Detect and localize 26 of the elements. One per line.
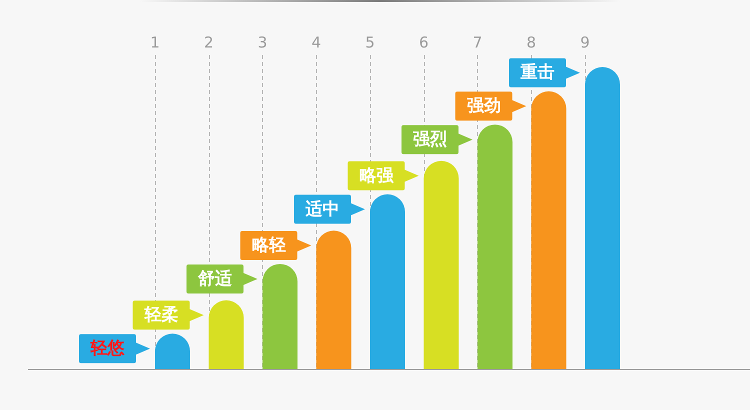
bar	[478, 124, 512, 370]
x-tick-label: 4	[311, 34, 322, 52]
bar	[585, 67, 620, 370]
text: 轻悠	[90, 338, 126, 359]
x-tick-label: 2	[204, 34, 214, 52]
bar	[208, 300, 244, 370]
annotation: 轻柔	[143, 305, 178, 326]
bar	[370, 194, 405, 370]
bar	[316, 230, 352, 370]
bar	[531, 91, 566, 370]
x-tick-label: 7	[472, 34, 482, 52]
x-tick-label: 8	[526, 34, 536, 52]
annotation: 舒适	[197, 268, 233, 289]
x-tick-label: 3	[258, 34, 268, 52]
annotation: 略强	[359, 166, 394, 186]
bar	[424, 160, 459, 370]
x-tick-label: 1	[150, 34, 160, 52]
x-tick-label: 9	[580, 34, 590, 52]
annotation: 重击	[520, 62, 554, 83]
annotation: 强劲	[466, 96, 501, 116]
x-tick-label: 5	[365, 34, 375, 52]
bar	[262, 264, 298, 370]
annotation: 强烈	[413, 130, 447, 150]
annotation: 适中	[304, 199, 340, 220]
annotation: 略轻	[252, 235, 286, 256]
x-tick-label: 6	[418, 34, 429, 52]
